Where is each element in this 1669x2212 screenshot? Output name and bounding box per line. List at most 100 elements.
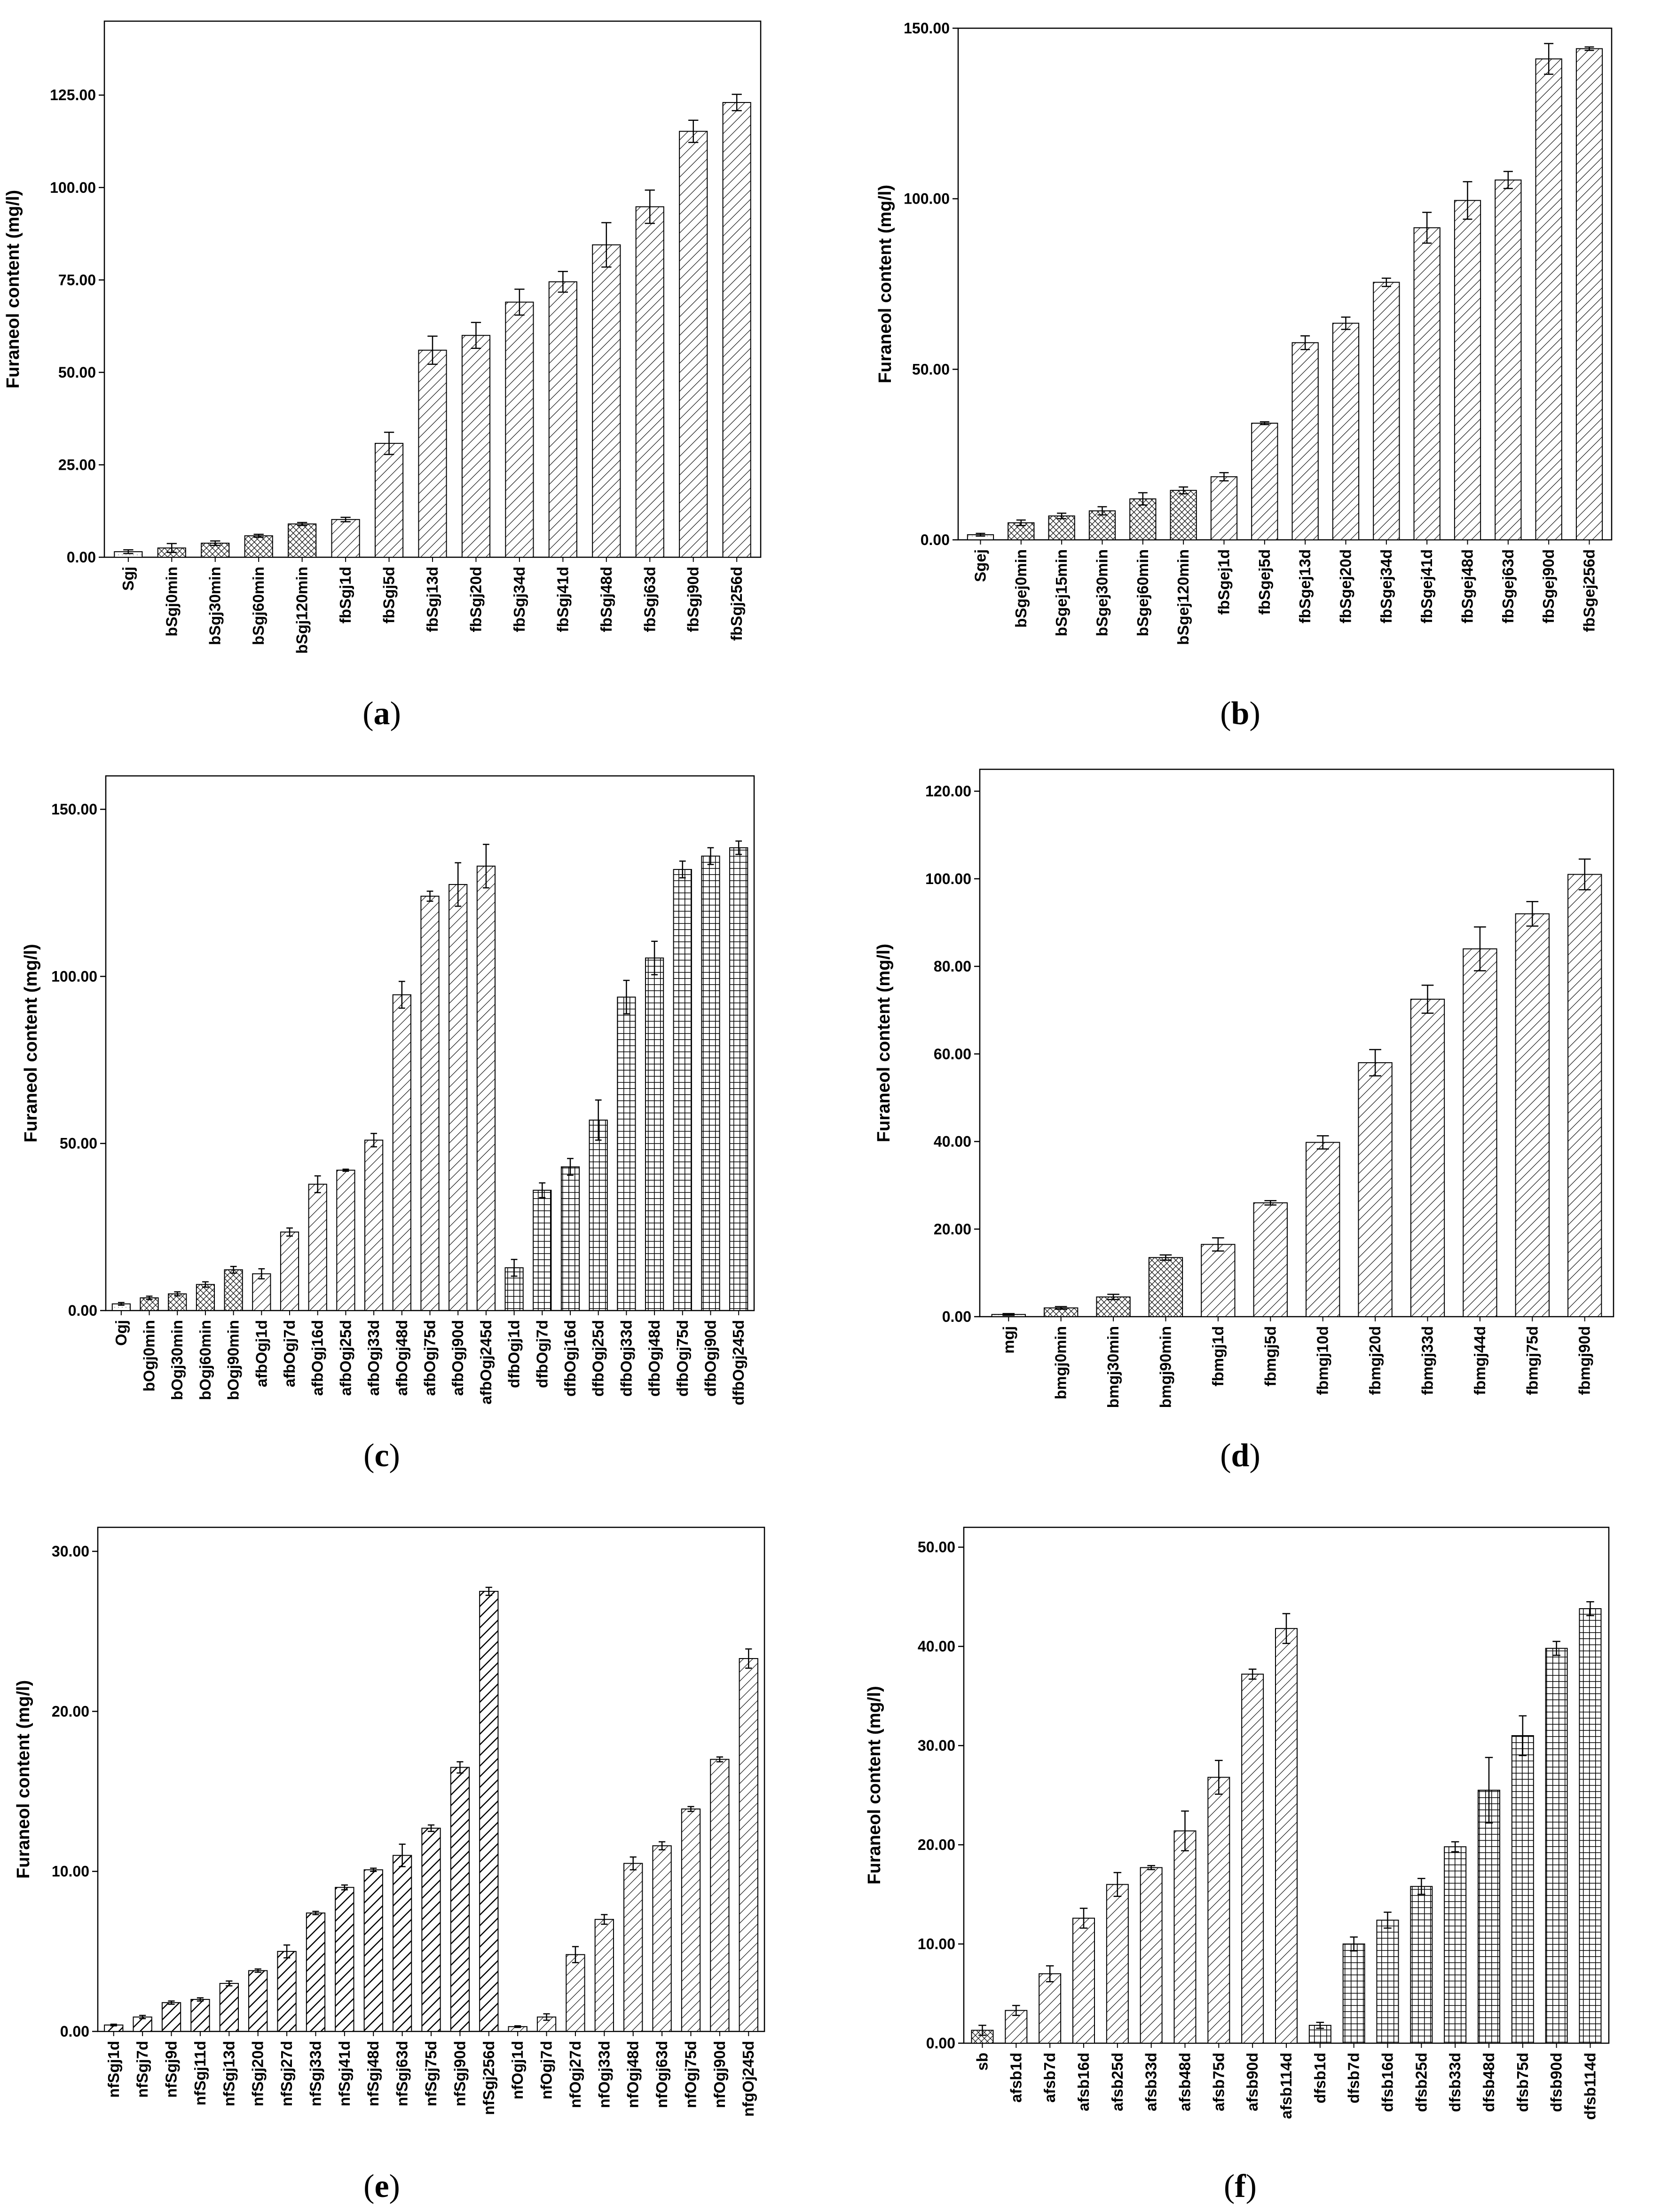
bar [364,1139,384,1311]
bar [1410,1886,1433,2044]
category-label: dfbOgj16d [561,1320,579,1397]
bar [392,994,411,1311]
bar [1170,490,1197,540]
bar [1342,1943,1365,2044]
category-label: fbSgej5d [1256,549,1273,615]
y-tick-label: 10.00 [918,1936,955,1952]
bar [533,1190,552,1311]
y-tick-label: 50.00 [918,1539,955,1556]
chart-panel-b: 0.00 50.00 100.00 150.00 Furaneol content (m… [875,20,1613,645]
y-axis-title: Furaneol content (mg/l) [14,1680,33,1879]
bar [1495,179,1522,541]
bar [652,1845,672,2032]
bar [1358,1062,1393,1318]
bar [1332,323,1360,540]
category-label: bSgej0min [1012,549,1030,628]
category-label: fbSgj13d [424,567,441,632]
category-label: afbOgj1d [252,1320,270,1387]
category-label: fbSgej13d [1296,549,1314,624]
category-label: dfbOgj48d [646,1320,663,1397]
bar [739,1658,758,2032]
y-tick-label: 100.00 [50,179,96,196]
category-label: sb [974,2053,991,2071]
category-label: nfSgj27d [278,2041,295,2106]
category-label: afbOgj48d [393,1320,410,1396]
bar [1048,515,1075,541]
category-label: afsb33d [1142,2053,1160,2111]
bar [1173,1830,1197,2044]
bar [504,1267,524,1311]
bar [1478,1790,1500,2044]
bar [335,1887,354,2032]
bar [421,1827,441,2032]
bar [1140,1867,1163,2044]
category-label: nfOgj63d [653,2041,670,2108]
y-tick-label: 100.00 [904,190,950,207]
bar [248,1970,268,2032]
bar [280,1232,299,1311]
plot-frame [979,768,1614,1318]
category-label: fbmgj90d [1576,1326,1593,1395]
bar [392,1855,412,2032]
category-label: fbSgej48d [1459,549,1476,624]
chart-panel-c: 0.00 50.00 100.00 150.00 Furaneol content (m… [21,775,755,1406]
bar [617,996,636,1311]
category-label: mgj [1000,1326,1017,1354]
category-label: afbOgj16d [309,1320,326,1396]
category-label: bOgj30min [168,1320,186,1400]
bar [1373,282,1400,540]
category-label: nfOgj33d [595,2041,613,2108]
bar [449,884,468,1311]
y-tick-label: 100.00 [51,968,97,985]
y-tick-label: 25.00 [58,456,96,473]
category-label: afsb114d [1277,2053,1295,2119]
bar [1241,1674,1264,2044]
bar [623,1863,643,2032]
y-tick-label: 0.00 [67,549,96,566]
category-label: bSgj30min [206,567,224,645]
bar [1410,998,1445,1317]
chart-panel-d: 0.00 20.00 40.00 60.00 80.00 100.00 120.00 Fura… [874,768,1614,1408]
category-label: fbmgj33d [1419,1326,1436,1395]
bar [450,1767,470,2032]
bar [679,131,708,558]
category-label: afsb90d [1244,2053,1261,2111]
y-tick-label: 0.00 [921,531,950,548]
category-label: bmgj90min [1157,1326,1174,1408]
y-axis-title: Furaneol content (mg/l) [875,185,895,383]
bar [1201,1244,1236,1318]
bar [418,349,447,558]
chart-panel-a: 0.00 25.00 50.00 75.00 100.00 125.00 Furaneol … [3,20,762,654]
category-label: bSgej15min [1053,549,1070,636]
category-label: bmgj0min [1052,1326,1070,1399]
category-label: fbSgj256d [728,567,745,641]
y-tick-label: 0.00 [68,1302,97,1319]
bar [1039,1973,1062,2044]
bar [566,1954,585,2032]
chart-panel-e: 0.00 10.00 20.00 30.00 Furaneol content (mg/… [14,1526,765,2117]
category-label: nfOgj1d [509,2041,526,2100]
category-label: nfSgj256d [480,2041,497,2115]
bar [560,1166,580,1311]
category-label: nfSgj63d [394,2041,411,2106]
category-label: nfSgj11d [191,2041,209,2106]
category-label: fbSgej34d [1378,549,1395,624]
category-label: dfsb90d [1548,2053,1565,2112]
bar [1253,1202,1288,1317]
bar [168,1293,187,1311]
category-label: dfsb25d [1412,2053,1430,2112]
bar [288,523,317,558]
y-axis-title: Furaneol content (mg/l) [21,944,41,1142]
bar [1535,58,1562,540]
category-label: dfbOgj75d [674,1320,691,1397]
category-label: fbSgj90d [685,567,702,632]
category-label: nfgOj245d [740,2041,757,2117]
panel-label-e: (e) [363,2168,400,2204]
category-label: dfsb16d [1378,2053,1396,2112]
category-label: nfOgj75d [682,2041,699,2108]
category-label: afsb75d [1210,2053,1227,2111]
bar [1088,510,1116,541]
bar [1207,1777,1230,2044]
panel-label-d: (d) [1220,1438,1260,1474]
